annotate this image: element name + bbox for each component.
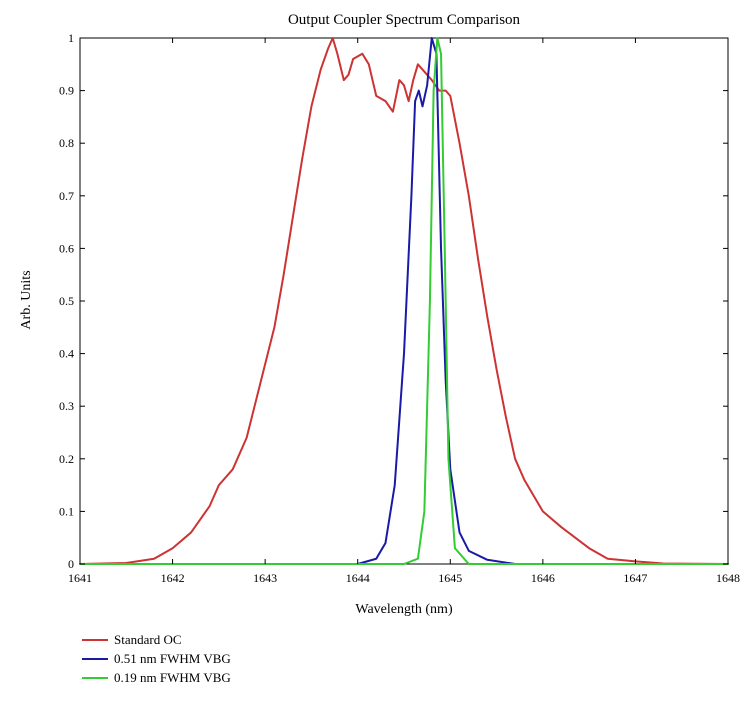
x-tick-label: 1646 [531,571,555,585]
y-tick-label: 1 [68,31,74,45]
x-tick-label: 1647 [623,571,647,585]
x-tick-label: 1644 [346,571,370,585]
legend-label-2: 0.51 nm FWHM VBG [114,651,231,666]
x-tick-label: 1645 [438,571,462,585]
y-tick-label: 0.8 [59,136,74,150]
y-tick-label: 0.1 [59,504,74,518]
legend-label-1: Standard OC [114,632,182,647]
series-line-2 [79,37,729,565]
legend: Standard OC 0.51 nm FWHM VBG 0.19 nm FWHM … [82,632,231,685]
series-line-3 [79,37,729,565]
y-axis-title: Arb. Units [19,270,34,329]
tick-layer: 1641 1642 1643 1644 1645 1646 1647 1648 0 0.1 0.2 0… [59,31,740,585]
x-axis-title: Wavelength (nm) [355,602,453,617]
plot-layer [79,37,729,565]
y-tick-label: 0.2 [59,452,74,466]
chart-title: Output Coupler Spectrum Comparison [288,12,521,28]
legend-label-3: 0.19 nm FWHM VBG [114,670,231,685]
y-tick-label: 0.3 [59,399,74,413]
x-tick-label: 1643 [253,571,277,585]
y-tick-label: 0 [68,557,74,571]
y-tick-label: 0.4 [59,347,74,361]
y-tick-label: 0.5 [59,294,74,308]
y-tick-label: 0.7 [59,189,74,203]
x-tick-label: 1641 [68,571,92,585]
plot-frame [79,37,729,565]
y-tick-label: 0.6 [59,241,74,255]
x-tick-label: 1642 [161,571,185,585]
y-tick-label: 0.9 [59,84,74,98]
series-line-1 [79,37,729,565]
x-tick-label: 1648 [716,571,740,585]
